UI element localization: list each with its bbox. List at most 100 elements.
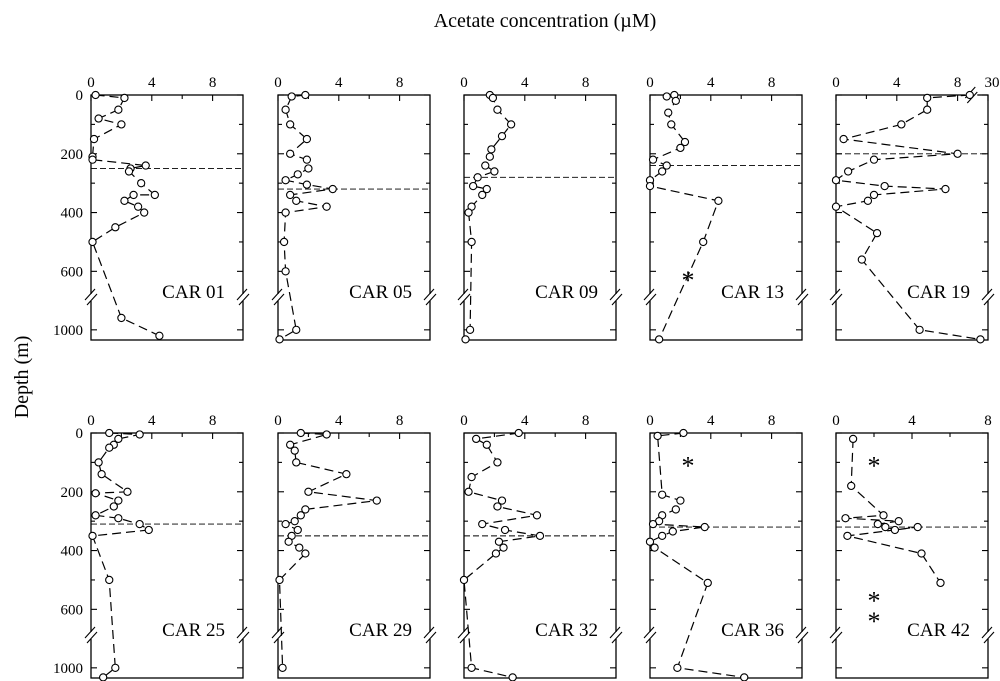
y-axis-break-mark-right [236, 626, 248, 639]
panel-label: CAR 05 [349, 282, 412, 303]
no-data-star: * [682, 451, 695, 480]
data-point [88, 237, 97, 247]
y-tick-label: 1000 [53, 661, 83, 677]
y-axis-break-mark-right [797, 293, 809, 306]
y-tick-label: 200 [61, 485, 84, 501]
data-point [286, 190, 295, 200]
x-tick-label: 8 [396, 75, 404, 91]
panel-car-29: 0 4 8 CAR 29 [271, 413, 437, 679]
data-point [667, 120, 676, 129]
x-tick-label: 8 [768, 75, 776, 91]
data-point [508, 673, 517, 681]
y-axis-break-mark [271, 288, 283, 301]
data-point [485, 152, 494, 161]
y-tick-label: 200 [61, 147, 84, 163]
panel-car-32: 0 4 8 CAR 32 [457, 413, 623, 681]
data-point [292, 196, 301, 205]
panel-car-19: 0 4 8 30 CAR 19 [829, 75, 1000, 344]
data-point [500, 525, 510, 535]
y-axis-break-mark-right [983, 293, 995, 306]
data-point [287, 92, 296, 101]
y-axis-break-mark [459, 293, 471, 306]
data-point [671, 505, 680, 514]
data-point [150, 190, 159, 200]
y-axis-break-mark [457, 626, 469, 639]
no-data-star: * [868, 587, 881, 616]
data-point [841, 514, 850, 523]
data-point [953, 149, 962, 158]
y-axis-break-mark [643, 626, 655, 639]
panel-car-05: 0 4 8 CAR 05 [271, 75, 437, 344]
data-point [844, 167, 853, 176]
data-point [467, 237, 476, 247]
profile-line [91, 94, 160, 337]
data-point [275, 575, 284, 585]
data-point [487, 145, 496, 154]
y-axis-break-mark-right [611, 293, 623, 306]
data-point [879, 511, 888, 520]
data-point [464, 208, 473, 217]
plot-frame [463, 94, 617, 341]
panel-label: CAR 36 [721, 620, 784, 641]
data-point [913, 522, 922, 532]
data-point [111, 223, 120, 232]
y-axis-break-mark-right-gap [796, 631, 808, 639]
profile-line [845, 438, 942, 584]
profile-line [91, 432, 151, 678]
y-axis-break-mark-right [238, 293, 250, 306]
y-axis-break-mark [829, 626, 841, 639]
data-point [301, 505, 310, 514]
data-point [97, 469, 106, 479]
x-tick-label: 4 [908, 413, 916, 429]
y-axis-break-mark [645, 631, 657, 644]
data-point [94, 458, 103, 467]
x-tick-label: 0 [87, 75, 95, 91]
x-tick-label: 0 [646, 75, 654, 91]
plot-frame [835, 94, 989, 341]
profile-line [834, 94, 981, 340]
profile-line [649, 94, 720, 340]
y-axis-break-mark [831, 631, 843, 644]
data-point [679, 428, 688, 438]
data-point [493, 458, 502, 467]
data-point [936, 578, 945, 588]
profile-line [464, 94, 512, 340]
y-axis-break-mark-gap [272, 293, 284, 301]
data-point [671, 96, 680, 106]
y-axis-break-mark-gap [272, 631, 284, 639]
y-axis-break-mark-right [983, 631, 995, 644]
data-point [481, 161, 490, 170]
data-point [676, 143, 685, 153]
data-point [535, 531, 545, 541]
data-point [292, 458, 301, 467]
data-point [497, 131, 507, 141]
panel-label: CAR 19 [907, 282, 970, 303]
y-axis-break-mark-right [425, 631, 437, 644]
data-point [293, 525, 302, 535]
y-axis-break-mark-right-gap [237, 631, 249, 639]
data-point [478, 190, 487, 200]
x-tick-label: 4 [335, 413, 343, 429]
data-point [99, 673, 108, 681]
data-point [488, 93, 498, 103]
data-point [109, 502, 118, 511]
figure-x-axis-label: Acetate concentration (µM) [434, 10, 657, 32]
data-point [497, 496, 507, 505]
x-tick-label: 0 [274, 413, 282, 429]
panel-label: CAR 25 [162, 620, 225, 641]
data-point [94, 114, 103, 123]
data-point [923, 93, 932, 103]
y-tick-label: 600 [61, 602, 84, 618]
y-axis-break-mark [457, 288, 469, 301]
data-point [301, 90, 310, 100]
y-axis-break-mark [829, 288, 841, 301]
x-tick-label: 4 [707, 75, 715, 91]
data-point [322, 202, 331, 211]
data-point [342, 469, 351, 479]
plot-frame [90, 94, 244, 341]
panel-car-01: 0 4 8 0 200 400 600 1000 CAR 01 [53, 75, 250, 341]
data-point [965, 90, 974, 100]
x-tick-label: 8 [984, 413, 992, 429]
panel-car-13: 0 4 8 * CAR 13 [643, 75, 809, 344]
